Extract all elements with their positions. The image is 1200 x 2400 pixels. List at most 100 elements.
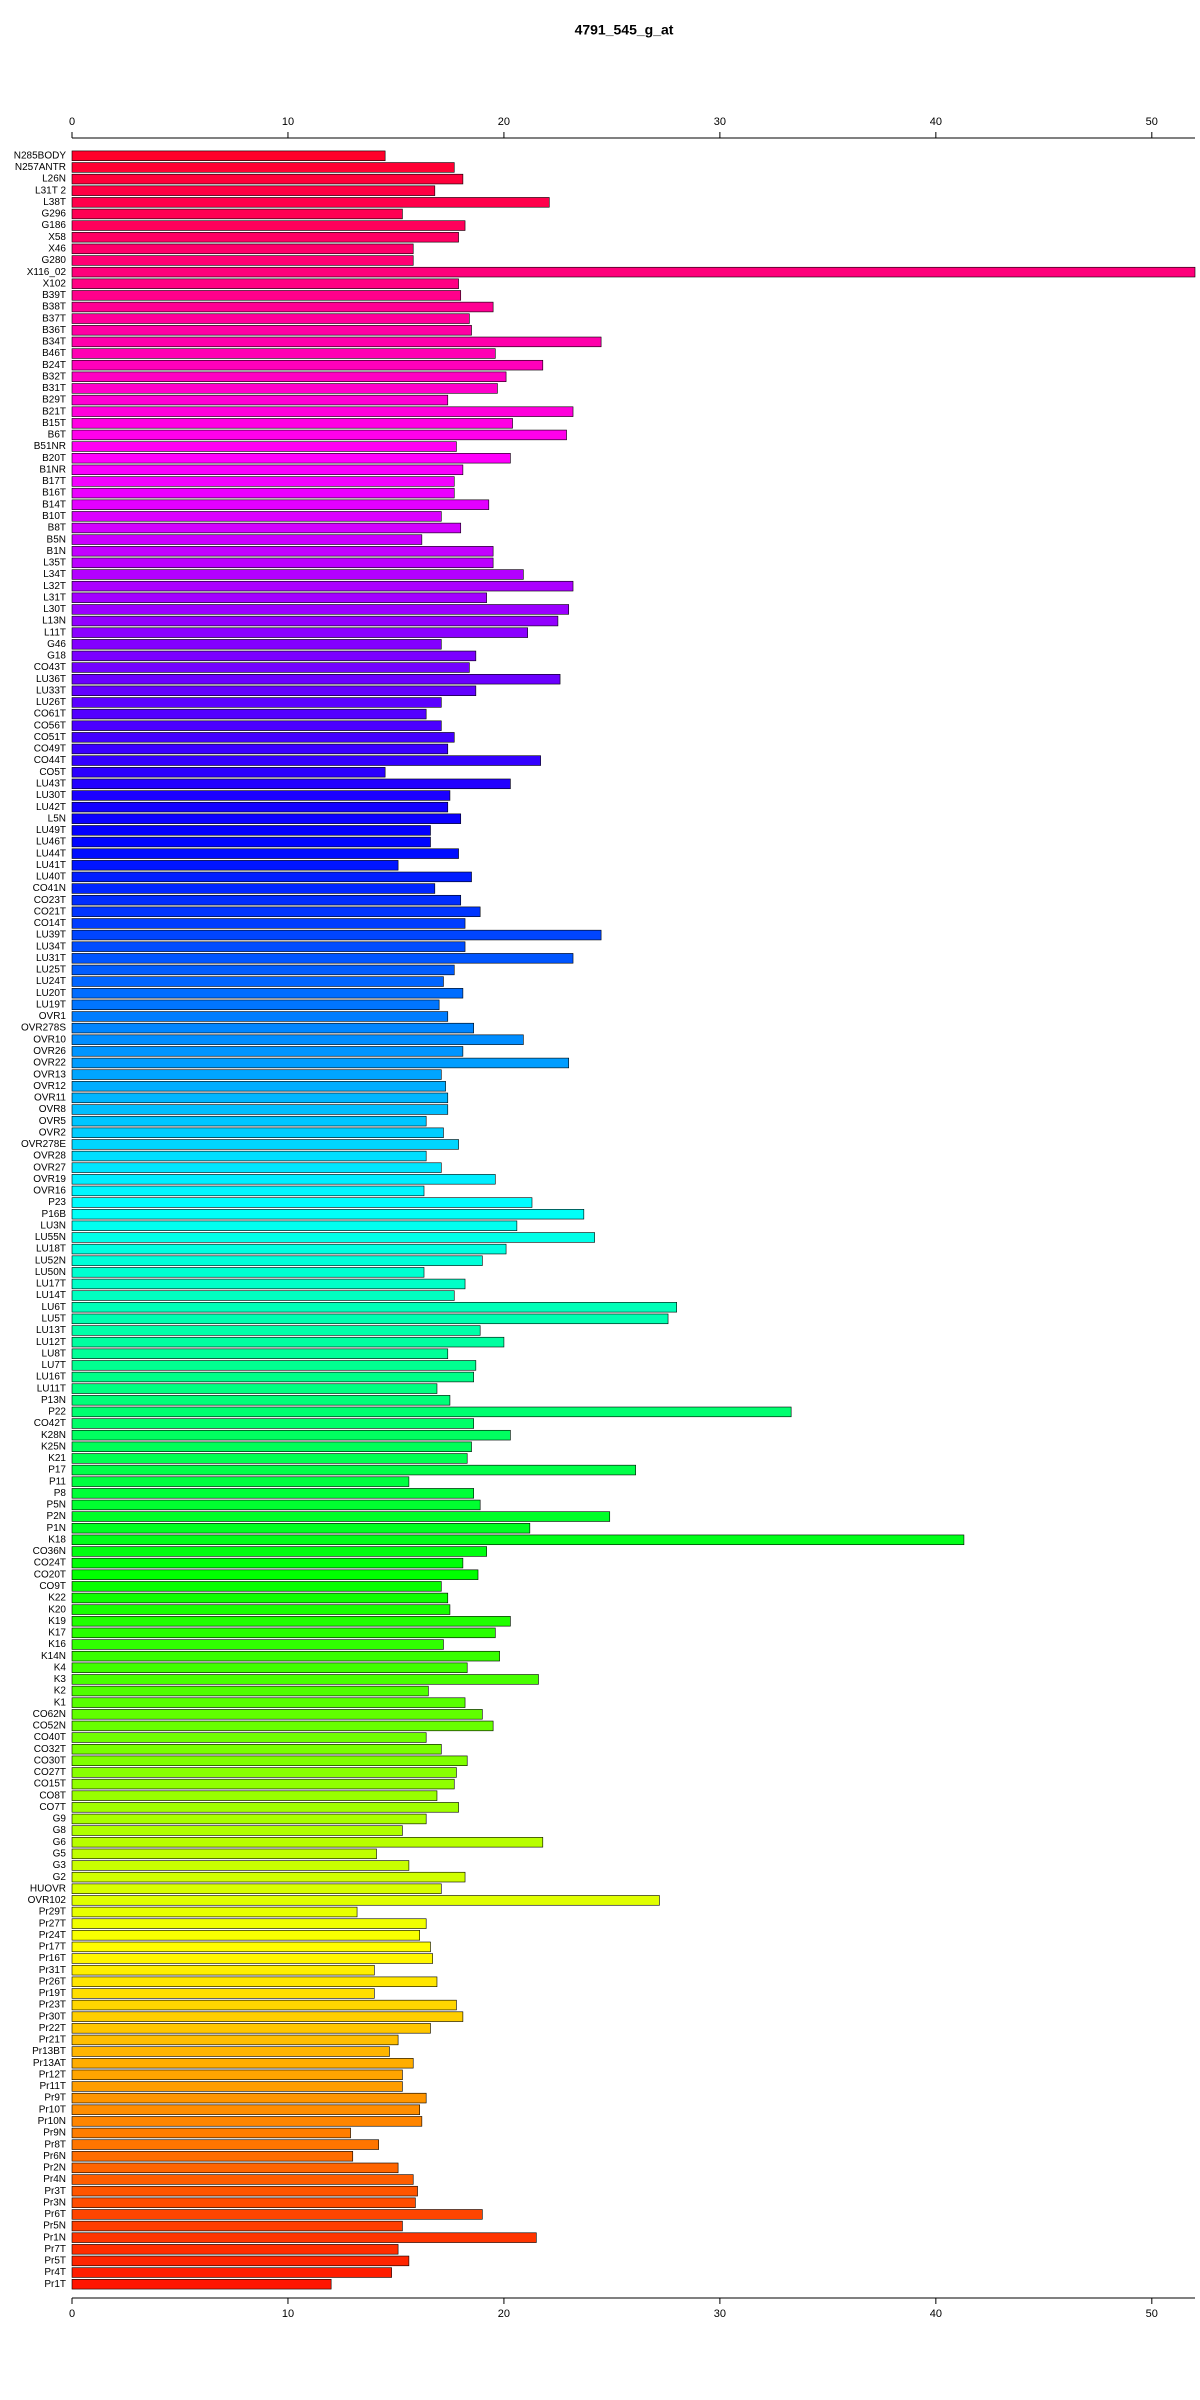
bar xyxy=(71,929,602,941)
y-tick-label: CO42T xyxy=(34,1418,66,1429)
y-tick-label: CO30T xyxy=(34,1755,66,1766)
y-tick-label: LU36T xyxy=(36,674,66,685)
bar xyxy=(71,394,449,406)
bar xyxy=(71,883,436,894)
y-tick-label: L35T xyxy=(43,558,66,569)
bar xyxy=(71,1150,427,1162)
y-tick-label: Pr4N xyxy=(43,2174,66,2185)
y-tick-label: LU39T xyxy=(36,930,66,941)
bar xyxy=(71,860,399,871)
y-tick-label: P1N xyxy=(47,1523,66,1534)
bar xyxy=(71,1976,438,1987)
x-tick-label: 50 xyxy=(1146,116,1158,128)
bar xyxy=(71,2139,379,2150)
bar xyxy=(71,2011,464,2022)
bar xyxy=(71,964,455,976)
bar xyxy=(71,1092,449,1104)
bar xyxy=(71,313,470,324)
bar xyxy=(71,1371,474,1383)
y-tick-label: B15T xyxy=(42,418,66,429)
bar xyxy=(71,708,427,720)
bar xyxy=(71,1057,570,1069)
bar xyxy=(71,1616,511,1627)
bar xyxy=(71,325,472,336)
bar xyxy=(71,999,440,1011)
y-tick-label: CO32T xyxy=(34,1744,66,1755)
y-tick-label: Pr26T xyxy=(39,1976,66,1987)
bar xyxy=(71,1918,427,1929)
bar xyxy=(71,1406,792,1418)
y-tick-label: Pr12T xyxy=(39,2069,66,2080)
bar xyxy=(71,1488,474,1499)
y-tick-label: LU42T xyxy=(36,802,66,813)
bar xyxy=(71,1418,474,1429)
y-tick-label: LU7T xyxy=(42,1360,66,1371)
y-tick-label: CO56T xyxy=(34,720,66,731)
bar xyxy=(71,359,544,371)
bar xyxy=(71,662,470,673)
y-tick-label: B14T xyxy=(42,499,66,510)
bar xyxy=(71,1581,442,1592)
y-tick-label: CO52N xyxy=(33,1721,66,1732)
bar xyxy=(71,1837,544,1848)
y-tick-label: CO49T xyxy=(34,744,66,755)
y-tick-label: B46T xyxy=(42,348,66,359)
bar xyxy=(71,1034,524,1045)
y-tick-label: N285BODY xyxy=(14,150,67,161)
bar xyxy=(71,1429,511,1441)
bar xyxy=(71,464,464,476)
y-tick-label: P11 xyxy=(49,1476,66,1487)
y-tick-label: K25N xyxy=(41,1441,66,1452)
y-tick-label: Pr31T xyxy=(39,1965,66,1976)
bar xyxy=(71,1383,438,1394)
x-tick-label: 10 xyxy=(282,2308,294,2320)
bar xyxy=(71,615,559,627)
bar xyxy=(71,720,442,731)
y-tick-label: Pr8T xyxy=(44,2139,66,2150)
y-tick-label: OVR2 xyxy=(39,1127,67,1138)
bar xyxy=(71,569,524,580)
y-tick-label: LU11T xyxy=(37,1383,66,1394)
y-tick-label: B20T xyxy=(42,453,66,464)
bar xyxy=(71,1220,518,1231)
bar xyxy=(71,2232,537,2243)
y-tick-label: CO14T xyxy=(34,918,66,929)
y-tick-label: LU17T xyxy=(36,1279,66,1290)
y-tick-label: B24T xyxy=(42,360,66,371)
bar xyxy=(71,1767,457,1778)
bar xyxy=(71,1802,459,1813)
y-tick-label: L5N xyxy=(48,813,66,824)
y-tick-label: CO9T xyxy=(39,1581,66,1592)
bar xyxy=(71,1755,468,1766)
bar xyxy=(71,2151,354,2162)
y-tick-label: B51NR xyxy=(34,441,66,452)
x-tick-label: 0 xyxy=(69,2308,75,2320)
y-tick-label: LU55N xyxy=(35,1232,66,1243)
y-tick-label: Pr23T xyxy=(39,2000,66,2011)
bar xyxy=(71,2267,392,2278)
bar xyxy=(71,1964,375,1976)
bar xyxy=(71,953,574,964)
y-tick-label: LU26T xyxy=(36,697,66,708)
bar xyxy=(71,2279,332,2290)
bar xyxy=(71,162,455,173)
y-tick-label: LU49T xyxy=(36,825,66,836)
x-tick-label: 0 xyxy=(69,116,75,128)
bar xyxy=(71,801,449,813)
bar xyxy=(71,2034,399,2046)
y-tick-label: OVR5 xyxy=(39,1116,67,1127)
bar xyxy=(71,743,449,755)
y-tick-label: G280 xyxy=(42,255,67,266)
y-tick-label: CO43T xyxy=(34,662,66,673)
y-tick-label: Pr4T xyxy=(44,2267,66,2278)
bar xyxy=(71,639,442,650)
y-tick-label: CO15T xyxy=(34,1779,66,1790)
y-tick-label: OVR13 xyxy=(33,1069,66,1080)
bar xyxy=(71,604,570,615)
bar xyxy=(71,208,403,220)
bar xyxy=(71,1883,442,1894)
bar xyxy=(71,1557,464,1569)
y-tick-label: HUOVR xyxy=(30,1883,66,1894)
y-tick-label: L30T xyxy=(43,604,66,615)
y-tick-label: LU25T xyxy=(36,965,66,976)
